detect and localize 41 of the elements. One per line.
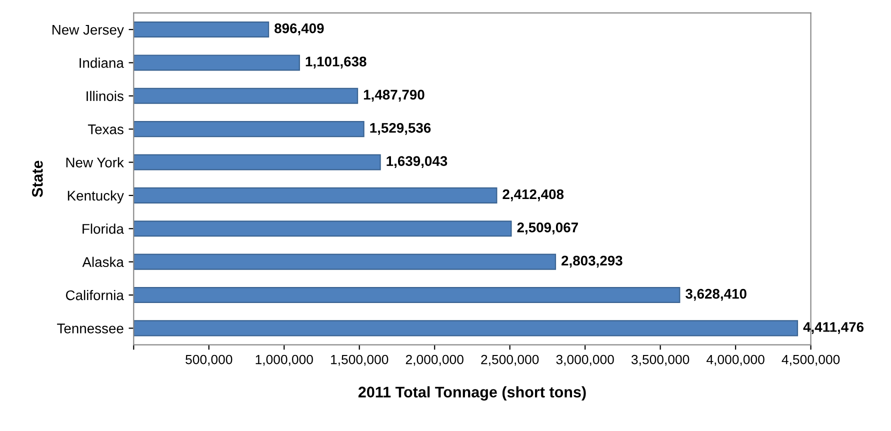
data-label: 2,803,293 [562,256,622,268]
x-tick-label: 4,000,000 [706,354,764,366]
y-tick-label: Florida [82,224,124,234]
bar [134,88,358,104]
x-tick-label: 4,500,000 [782,354,840,366]
bar [134,54,300,71]
x-tick-label: 500,000 [186,354,232,366]
data-label: 2,509,067 [517,222,578,234]
x-tick-label: 1,500,000 [331,354,388,366]
y-tick-label: Illinois [86,90,124,102]
y-tick-label: Kentucky [68,190,124,204]
bar [134,320,798,336]
x-tick-label: 3,500,000 [631,354,690,366]
x-tick-label: 1,000,000 [256,354,313,366]
bar [134,220,512,237]
data-label: 1,529,536 [370,122,431,135]
y-tick-label: Indiana [80,58,124,68]
data-label: 4,411,476 [803,322,864,334]
bar [134,121,364,138]
y-tick-label: New Jersey [52,25,124,38]
data-label: 2,412,408 [502,189,564,202]
data-label: 896,409 [274,23,324,36]
data-label: 1,487,790 [364,90,424,102]
bar [134,22,270,38]
y-tick-label: Tennessee [57,324,124,334]
data-label: 1,101,638 [306,56,366,68]
x-tick-label: 3,000,000 [556,354,614,366]
y-tick-label: California [66,290,124,300]
x-tick-label: 2,000,000 [406,354,464,366]
y-tick-label: New York [66,157,124,168]
bar [134,187,498,204]
bar [134,154,381,170]
bar [134,286,680,304]
data-label: 1,639,043 [386,156,448,168]
y-axis-title: State [32,160,43,198]
x-tick-label: 2,500,000 [481,354,539,366]
x-axis-title: 2011 Total Tonnage (short tons) [358,386,586,401]
y-tick-label: Alaska [82,256,124,267]
bar [134,254,556,270]
data-label: 3,628,410 [686,288,746,301]
y-tick-label: Texas [88,124,124,134]
